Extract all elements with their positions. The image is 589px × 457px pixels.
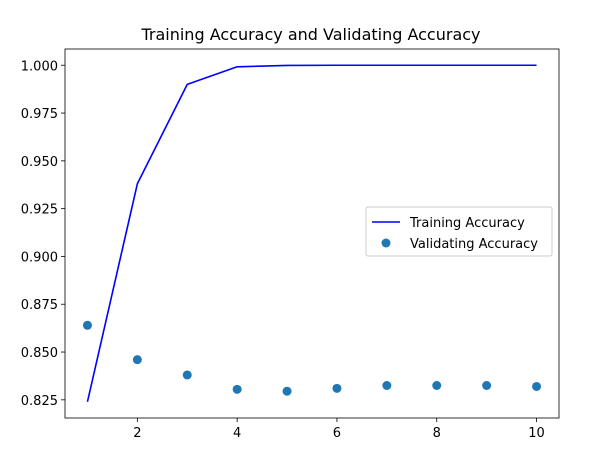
- y-tick-label: 0.950: [21, 155, 58, 170]
- x-tick-label: 6: [333, 426, 341, 441]
- y-tick-label: 0.850: [21, 346, 58, 361]
- validating-accuracy-point: [532, 381, 542, 391]
- y-tick-label: 0.900: [21, 250, 58, 265]
- legend-label: Validating Accuracy: [410, 237, 538, 252]
- validating-accuracy-point: [82, 320, 92, 330]
- plot-frame: [64, 48, 560, 419]
- x-tick-label: 2: [133, 426, 141, 441]
- y-tick-label: 0.925: [21, 203, 58, 218]
- validating-accuracy-point: [482, 380, 492, 390]
- validating-accuracy-point: [282, 386, 292, 396]
- y-tick-label: 0.825: [21, 394, 58, 409]
- chart-title: Training Accuracy and Validating Accurac…: [140, 25, 480, 44]
- legend-label: Training Accuracy: [409, 216, 525, 231]
- validating-accuracy-point: [132, 355, 142, 365]
- validating-accuracy-point: [182, 370, 192, 380]
- series-layer: [82, 64, 542, 402]
- x-tick-label: 4: [233, 426, 241, 441]
- validating-accuracy-point: [432, 380, 442, 390]
- x-tick-label: 8: [433, 426, 441, 441]
- y-tick-label: 1.000: [21, 59, 58, 74]
- plot-area: [64, 48, 560, 419]
- validating-accuracy-point: [232, 384, 242, 394]
- validating-accuracy-point: [332, 383, 342, 393]
- legend-box: [365, 206, 553, 257]
- x-tick-label: 10: [528, 426, 545, 441]
- training-accuracy-line: [86, 64, 537, 402]
- y-tick-label: 0.875: [21, 298, 58, 313]
- validating-accuracy-point: [382, 380, 392, 390]
- legend: Training Accuracy Validating Accuracy: [365, 206, 553, 257]
- y-tick-label: 0.975: [21, 107, 58, 122]
- legend-marker-swatch: [381, 238, 391, 248]
- x-axis: 2 4 6 8 10: [133, 418, 545, 441]
- y-axis: 0.825 0.850 0.875 0.900 0.925 0.950 0.975 1.000: [21, 59, 65, 409]
